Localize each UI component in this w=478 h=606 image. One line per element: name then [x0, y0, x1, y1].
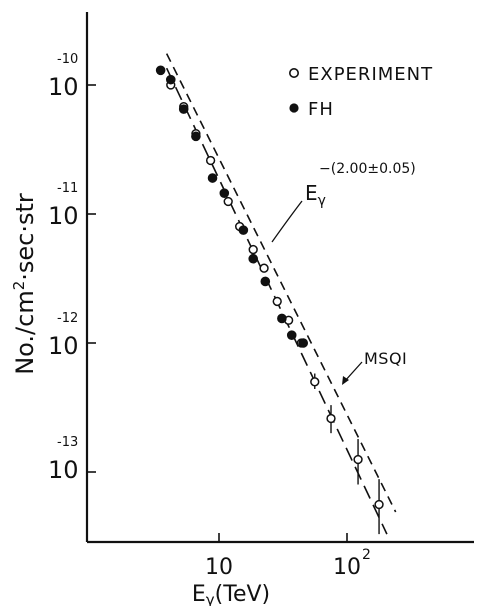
- x-axis-title-main: E: [192, 582, 206, 606]
- experiment-point-3: [205, 155, 216, 166]
- experiment-point-13: [353, 454, 363, 465]
- msqi-annotation: MSQI: [342, 349, 407, 385]
- fh-point-7: [248, 253, 258, 264]
- x-tick-label-10: 10: [205, 555, 233, 580]
- x-tick-label-100-exponent: 2: [362, 547, 371, 563]
- y-tick-exponent-1e-11: -11: [57, 181, 78, 196]
- y-axis-title-rest: ·sec·str: [11, 193, 39, 281]
- x-tick-labels: 10 10 2: [205, 547, 371, 580]
- experiment-point-14: [374, 499, 384, 510]
- power-law-label: Eγ: [305, 181, 326, 209]
- msqi-arrow-head: [342, 376, 349, 385]
- y-axis-title-superscript: 2: [10, 281, 28, 291]
- fh-point-3: [191, 131, 201, 142]
- x-axis-title-unit: (TeV): [215, 582, 270, 606]
- x-axis-title-subscript: γ: [206, 591, 215, 606]
- fh-point-5: [219, 188, 230, 198]
- fh-point-11: [298, 338, 309, 348]
- power-law-exponent: −(2.00±0.05): [319, 161, 416, 177]
- fit-line-power-law: [165, 53, 397, 513]
- power-law-annotation: −(2.00±0.05) Eγ: [271, 161, 416, 243]
- y-tick-exponent-1e-12: -12: [57, 311, 78, 326]
- x-axis-title: Eγ(TeV): [192, 582, 270, 606]
- fh-point-9: [277, 313, 287, 324]
- y-tick-label-1e-11: 10: [48, 202, 79, 230]
- y-tick-exponent-1e-13: -13: [57, 435, 78, 450]
- x-tick-label-100: 10: [333, 555, 361, 580]
- y-tick-exponent-1e-10: -10: [57, 52, 78, 67]
- y-tick-label-1e-12: 10: [48, 332, 79, 360]
- power-law-label-main: E: [305, 181, 318, 205]
- msqi-arrow-line: [343, 361, 363, 383]
- legend: EXPERIMENT FH: [288, 64, 433, 120]
- fh-point-1: [165, 74, 176, 85]
- experiment-point-8: [272, 296, 282, 307]
- fh-point-4: [207, 173, 218, 183]
- tick-marks: [87, 84, 348, 542]
- axes-frame: [85, 12, 474, 544]
- msqi-label: MSQI: [364, 349, 407, 368]
- experiment-point-12: [326, 413, 336, 424]
- fh-point-2: [178, 104, 189, 114]
- y-tick-label-1e-13: 10: [48, 456, 79, 484]
- legend-marker-fh: [289, 103, 299, 113]
- legend-marker-experiment: [288, 68, 299, 79]
- legend-label-experiment: EXPERIMENT: [308, 64, 433, 85]
- y-axis-title: No./cm2·sec·str: [10, 193, 39, 375]
- experiment-point-7: [259, 263, 269, 273]
- legend-label-fh: FH: [308, 99, 334, 120]
- fh-point-10: [286, 330, 297, 340]
- y-tick-label-1e-10: 10: [48, 73, 79, 101]
- experiment-point-6: [248, 244, 258, 255]
- experiment-point-11: [310, 377, 320, 387]
- power-law-label-subscript: γ: [318, 193, 326, 209]
- fh-point-6: [238, 225, 249, 235]
- data-points: [155, 65, 384, 510]
- fh-point-8: [260, 276, 271, 287]
- experiment-point-4: [223, 196, 233, 207]
- error-bars: [314, 373, 380, 535]
- power-law-leader-line: [271, 200, 303, 243]
- y-tick-labels: -10 10 -11 10 -12 10 -13 10: [48, 52, 79, 484]
- fh-point-0: [155, 65, 166, 76]
- y-axis-title-main: No./cm: [11, 290, 39, 375]
